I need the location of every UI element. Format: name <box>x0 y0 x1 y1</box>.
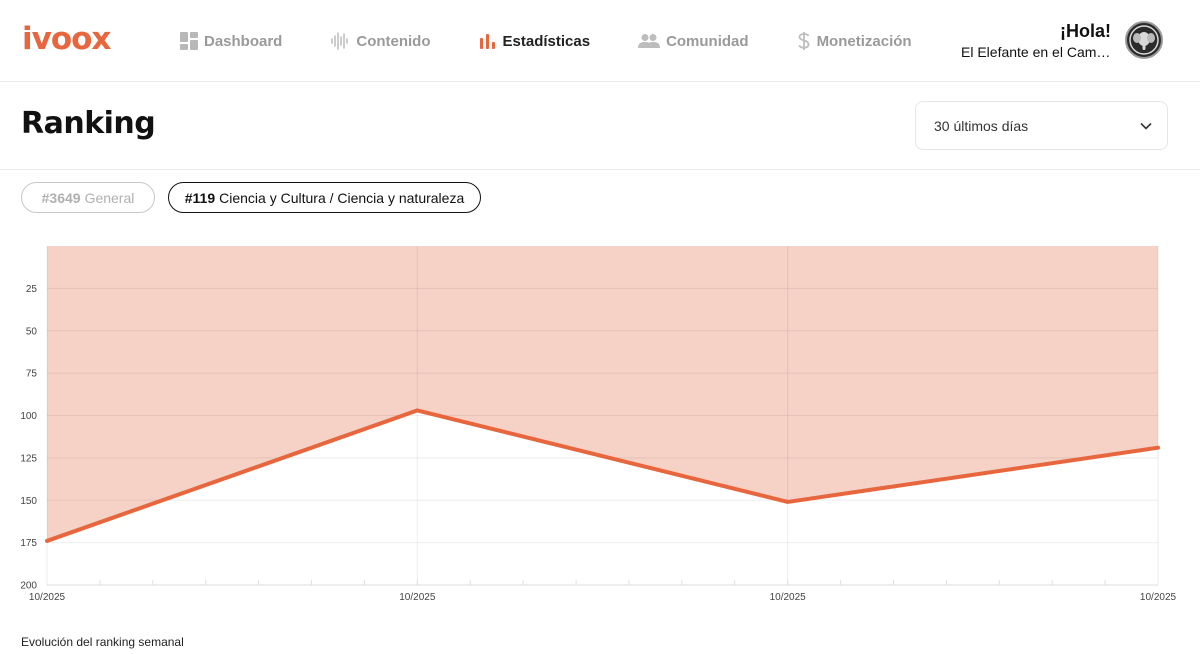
nav-contenido-label: Contenido <box>356 32 431 50</box>
y-tick-label-50: 50 <box>26 326 38 337</box>
nav-comunidad-label: Comunidad <box>666 32 749 50</box>
y-tick-label-75: 75 <box>26 369 38 380</box>
x-tick-label-3: 10/2025 <box>1140 592 1177 603</box>
y-tick-label-100: 100 <box>20 411 37 422</box>
title-row: Ranking 30 últimos días <box>0 82 1200 170</box>
avatar[interactable] <box>1125 21 1163 59</box>
ranking-general-pill[interactable]: #3649 General <box>21 182 155 213</box>
category-rank: #119 <box>184 189 216 206</box>
ivoox-logo[interactable]: ivoox <box>22 21 111 57</box>
y-tick-label-25: 25 <box>26 284 38 295</box>
nav-estadisticas-label: Estadísticas <box>502 32 591 50</box>
ranking-area <box>47 246 1158 541</box>
bar-chart-icon <box>479 34 495 49</box>
page-title: Ranking <box>21 106 156 141</box>
date-range-select[interactable]: 30 últimos días <box>915 101 1168 150</box>
dollar-icon <box>797 32 809 50</box>
general-rank: #3649 <box>41 189 81 206</box>
greeting-text: ¡Hola! <box>1060 21 1111 41</box>
nav-monetizacion-label: Monetización <box>816 32 912 50</box>
user-name[interactable]: El Elefante en el Campo <box>961 44 1111 60</box>
nav-dashboard-label: Dashboard <box>204 32 283 50</box>
nav-estadisticas[interactable]: Estadísticas <box>479 32 591 50</box>
nav-dashboard[interactable]: Dashboard <box>180 32 282 50</box>
people-icon <box>638 34 661 48</box>
y-tick-label-200: 200 <box>20 581 37 592</box>
x-tick-label-0: 10/2025 <box>29 592 66 603</box>
user-greeting: ¡Hola! El Elefante en el Campo <box>961 20 1111 62</box>
top-bar: ivoox Dashboard Contenido <box>0 0 1200 82</box>
x-tick-label-1: 10/2025 <box>399 592 436 603</box>
general-label: General <box>84 189 135 206</box>
y-tick-label-175: 175 <box>20 538 37 549</box>
nav-contenido[interactable]: Contenido <box>330 31 431 51</box>
chevron-down-icon <box>1140 122 1152 130</box>
ranking-series-line <box>45 408 1160 543</box>
dashboard-icon <box>180 32 198 50</box>
waveform-icon <box>331 32 349 50</box>
y-tick-label-125: 125 <box>20 453 37 464</box>
date-range-value: 30 últimos días <box>934 117 1029 134</box>
y-tick-label-150: 150 <box>20 496 37 507</box>
nav-comunidad[interactable]: Comunidad <box>638 33 749 50</box>
chart-caption: Evolución del ranking semanal <box>21 635 184 649</box>
x-tick-label-2: 10/2025 <box>770 592 807 603</box>
main-nav: Dashboard Contenido Estadísticas <box>180 28 912 54</box>
ranking-category-pill[interactable]: #119 Ciencia y Cultura / Ciencia y natur… <box>168 182 481 213</box>
elephant-logo-icon <box>1129 25 1159 55</box>
category-label: Ciencia y Cultura / Ciencia y naturaleza <box>219 189 465 206</box>
nav-monetizacion[interactable]: Monetización <box>797 31 912 51</box>
